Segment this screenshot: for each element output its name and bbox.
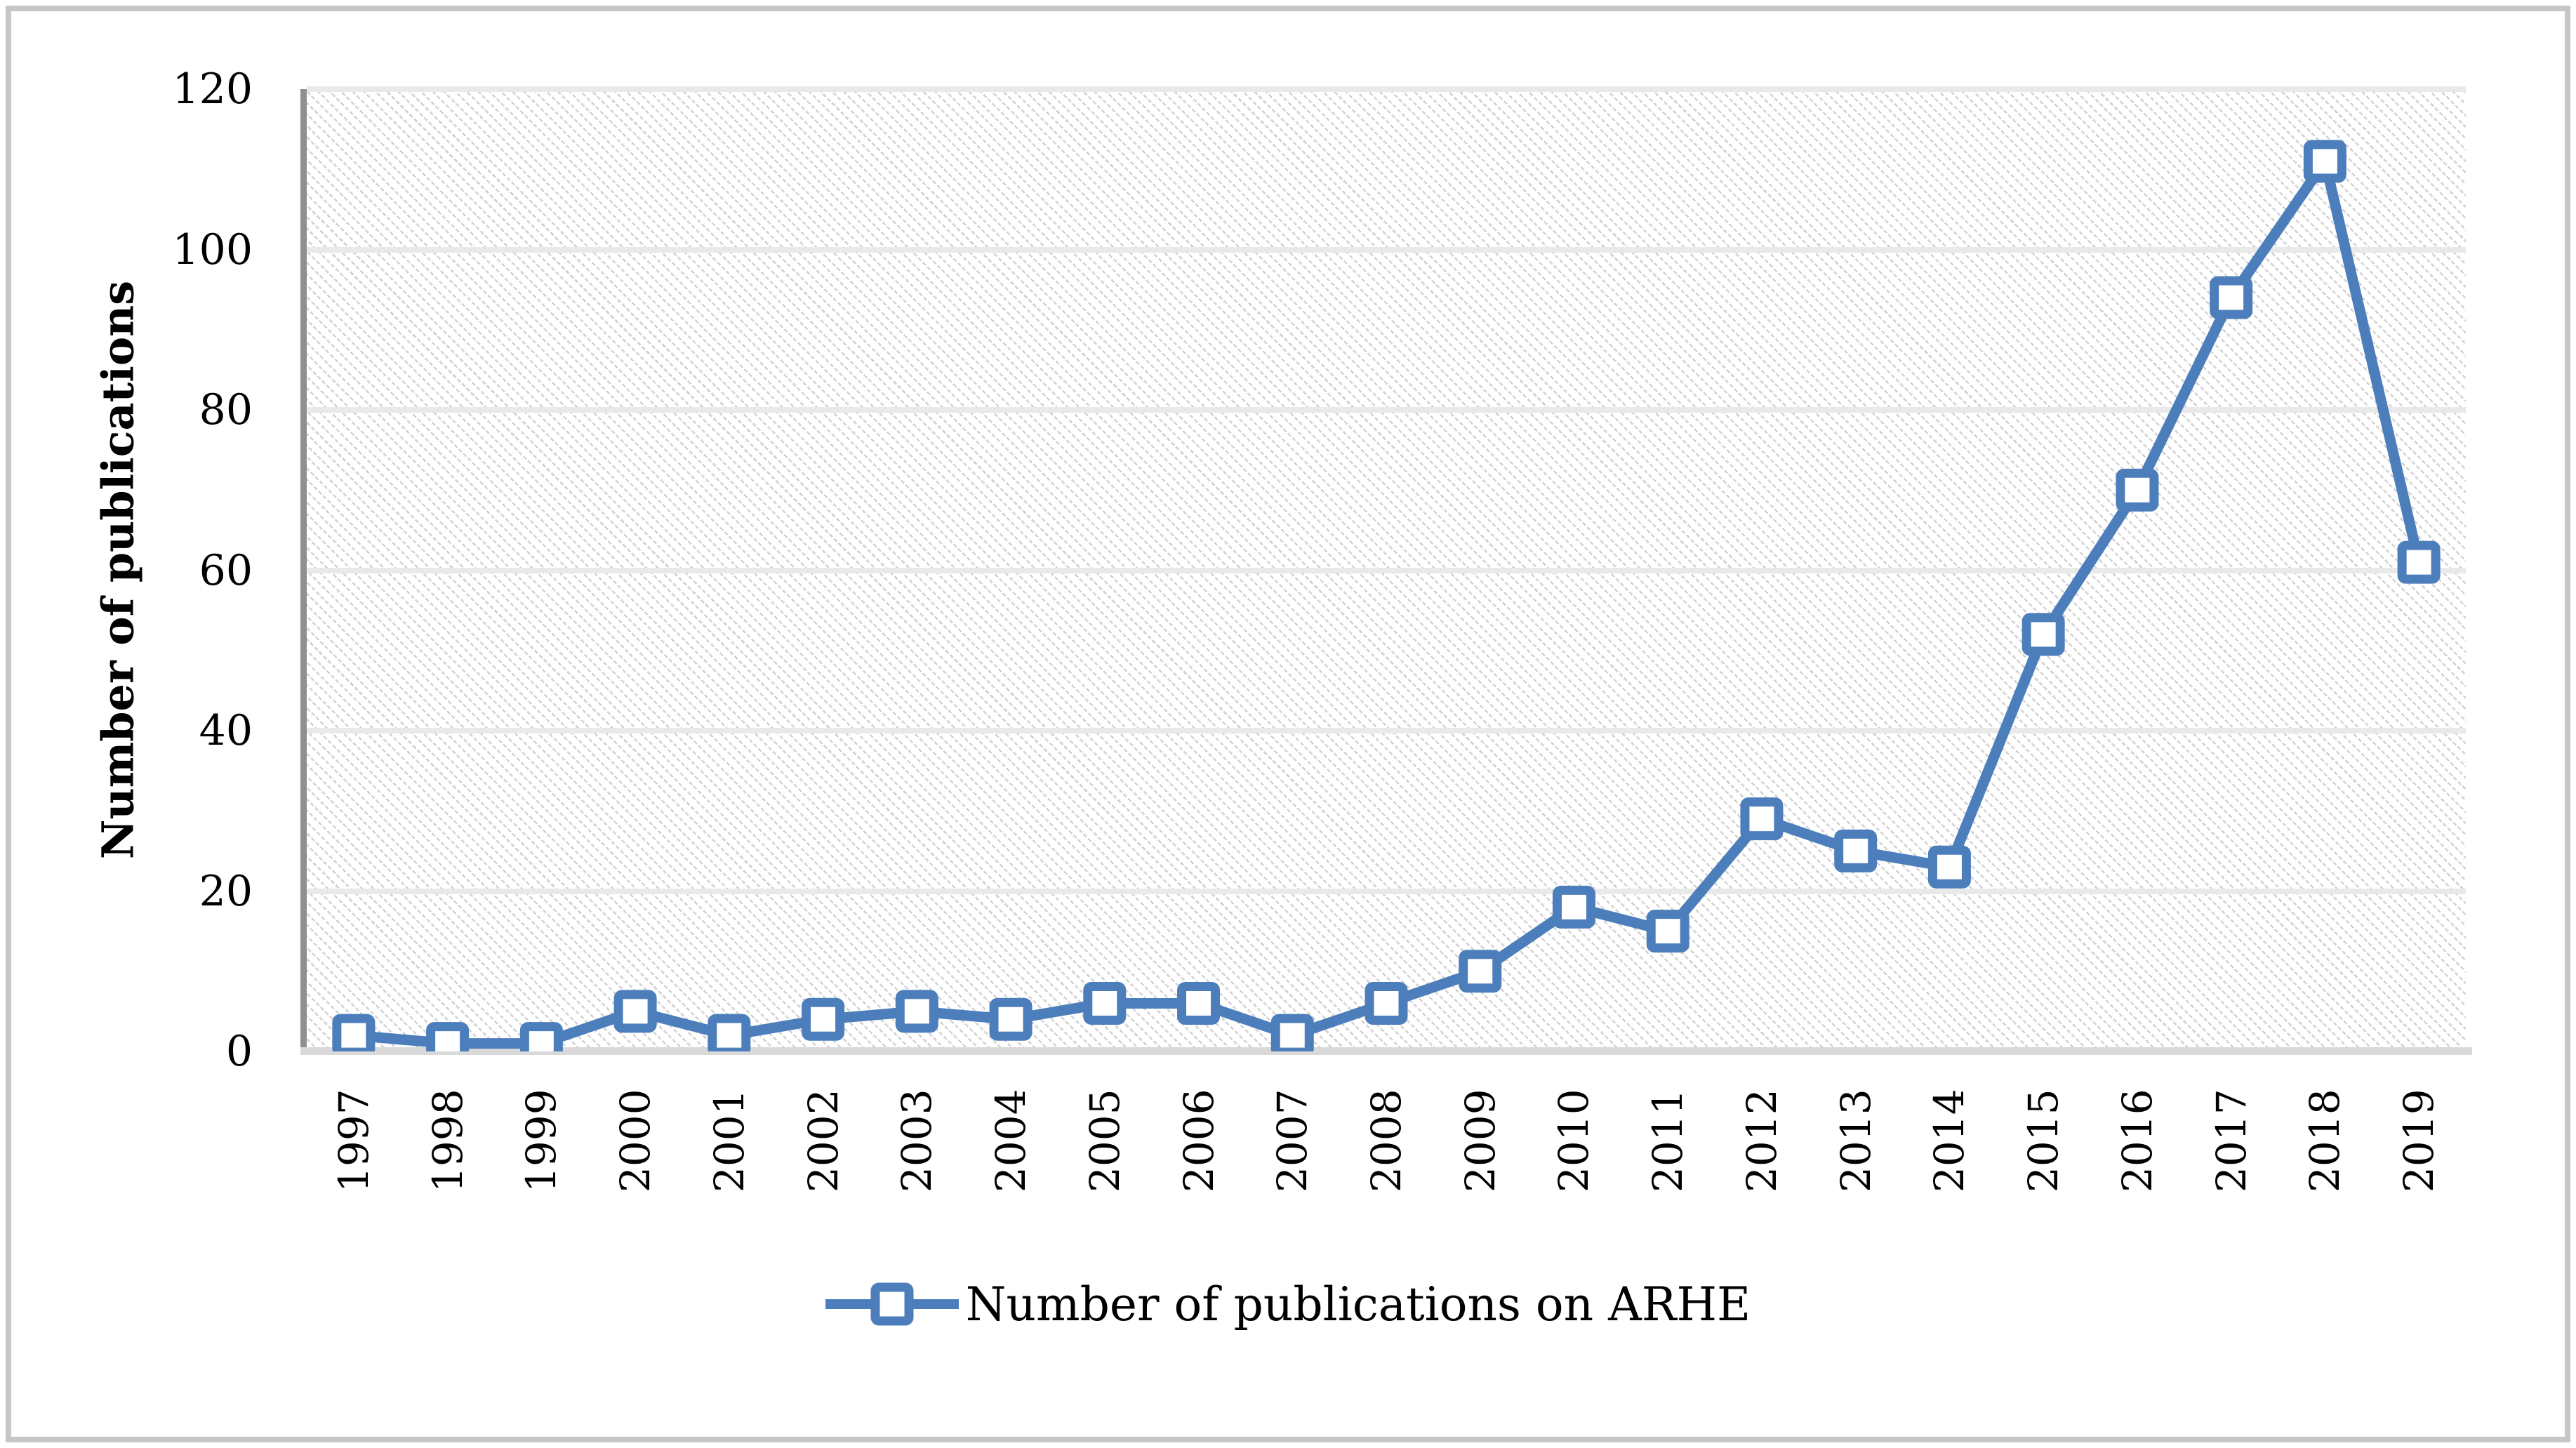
legend-label: Number of publications on ARHE bbox=[965, 1277, 1751, 1331]
data-point-marker-2013 bbox=[1834, 829, 1878, 872]
x-tick-label-2014: 2014 bbox=[1925, 1089, 1974, 1193]
gridline-y-60 bbox=[307, 567, 2466, 573]
data-point-marker-2005 bbox=[1083, 981, 1127, 1025]
data-point-marker-2016 bbox=[2116, 468, 2159, 512]
x-tick-label-2008: 2008 bbox=[1362, 1089, 1410, 1193]
data-point-marker-2014 bbox=[1927, 845, 1971, 889]
legend-line-marker-icon bbox=[825, 1282, 959, 1326]
x-tick-label-1997: 1997 bbox=[329, 1089, 378, 1193]
gridline-y-40 bbox=[307, 728, 2466, 733]
legend-marker bbox=[870, 1282, 914, 1326]
x-tick-label-2003: 2003 bbox=[893, 1089, 941, 1193]
data-point-marker-2019 bbox=[2397, 540, 2441, 584]
data-point-marker-1997 bbox=[332, 1014, 376, 1051]
legend: Number of publications on ARHE bbox=[0, 1272, 2576, 1336]
x-tick-label-2001: 2001 bbox=[705, 1089, 753, 1193]
x-tick-label-2011: 2011 bbox=[1644, 1089, 1692, 1193]
y-axis-title: Number of publications bbox=[92, 280, 144, 860]
y-tick-label-80: 80 bbox=[199, 385, 253, 434]
series-line bbox=[348, 156, 2424, 1049]
data-point-marker-2004 bbox=[989, 997, 1033, 1041]
gridline-y-100 bbox=[307, 246, 2466, 253]
y-tick-label-60: 60 bbox=[199, 545, 253, 595]
data-point-marker-2002 bbox=[802, 997, 845, 1041]
series-line-chart bbox=[332, 140, 2441, 1051]
x-tick-label-2010: 2010 bbox=[1550, 1089, 1598, 1193]
data-point-marker-2009 bbox=[1459, 950, 1502, 993]
x-tick-label-2017: 2017 bbox=[2207, 1089, 2255, 1193]
x-tick-label-1998: 1998 bbox=[423, 1089, 472, 1193]
x-tick-label-1999: 1999 bbox=[517, 1089, 566, 1193]
y-tick-label-20: 20 bbox=[199, 866, 253, 916]
data-point-marker-2012 bbox=[1740, 797, 1784, 841]
y-tick-label-40: 40 bbox=[199, 706, 253, 755]
data-point-marker-2018 bbox=[2303, 140, 2346, 183]
x-tick-label-2000: 2000 bbox=[611, 1089, 660, 1193]
x-tick-label-2015: 2015 bbox=[2019, 1089, 2068, 1193]
x-tick-label-2012: 2012 bbox=[1737, 1089, 1786, 1193]
data-point-marker-2011 bbox=[1646, 910, 1689, 953]
x-tick-label-2004: 2004 bbox=[987, 1089, 1035, 1193]
x-tick-label-2018: 2018 bbox=[2301, 1089, 2349, 1193]
x-axis-baseline bbox=[300, 1047, 2472, 1055]
y-tick-label-100: 100 bbox=[172, 225, 253, 274]
x-tick-label-2005: 2005 bbox=[1080, 1089, 1129, 1193]
gridline-y-20 bbox=[307, 888, 2466, 894]
data-point-marker-1998 bbox=[426, 1022, 470, 1051]
data-point-marker-2010 bbox=[1552, 885, 1595, 929]
x-tick-label-2006: 2006 bbox=[1174, 1089, 1223, 1193]
x-tick-label-2019: 2019 bbox=[2395, 1089, 2443, 1193]
x-tick-label-2016: 2016 bbox=[2113, 1089, 2161, 1193]
x-tick-label-2002: 2002 bbox=[799, 1089, 847, 1193]
data-point-marker-2007 bbox=[1270, 1014, 1314, 1051]
x-tick-label-2013: 2013 bbox=[1831, 1089, 1880, 1193]
data-point-marker-2003 bbox=[895, 990, 938, 1033]
y-axis-line bbox=[300, 89, 307, 1055]
y-tick-label-120: 120 bbox=[172, 65, 253, 114]
data-point-marker-1999 bbox=[519, 1022, 563, 1051]
y-tick-label-0: 0 bbox=[225, 1027, 253, 1076]
gridline-y-80 bbox=[307, 407, 2466, 413]
x-tick-label-2009: 2009 bbox=[1456, 1089, 1504, 1193]
data-point-marker-2015 bbox=[2021, 613, 2065, 656]
data-point-marker-2001 bbox=[708, 1014, 751, 1051]
plot-area bbox=[307, 86, 2466, 1051]
gridline-y-120 bbox=[307, 86, 2466, 92]
data-point-marker-2008 bbox=[1365, 981, 1408, 1025]
x-tick-label-2007: 2007 bbox=[1268, 1089, 1317, 1193]
data-point-marker-2000 bbox=[613, 990, 657, 1033]
data-point-marker-2006 bbox=[1177, 981, 1221, 1025]
data-point-marker-2017 bbox=[2210, 276, 2253, 319]
